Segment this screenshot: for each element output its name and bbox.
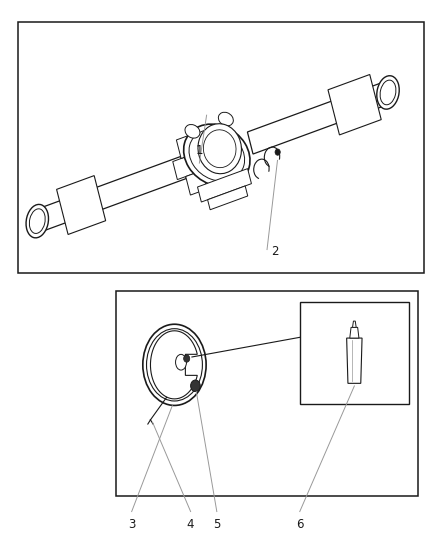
Ellipse shape	[380, 80, 396, 105]
Polygon shape	[63, 184, 100, 227]
Polygon shape	[328, 75, 381, 135]
Bar	[117, 292, 418, 496]
Text: 5: 5	[213, 518, 220, 531]
Bar	[300, 302, 409, 404]
Ellipse shape	[203, 130, 236, 168]
Text: 4: 4	[187, 518, 194, 531]
Ellipse shape	[143, 324, 206, 406]
Ellipse shape	[198, 124, 241, 174]
Circle shape	[184, 355, 190, 362]
Polygon shape	[208, 186, 248, 210]
Circle shape	[191, 380, 200, 392]
Ellipse shape	[29, 209, 45, 233]
Text: 3: 3	[128, 518, 135, 531]
Polygon shape	[353, 321, 356, 327]
Circle shape	[275, 149, 280, 155]
Ellipse shape	[184, 124, 250, 187]
Text: 1: 1	[196, 144, 203, 157]
Polygon shape	[350, 327, 359, 338]
Ellipse shape	[189, 130, 245, 181]
Ellipse shape	[147, 329, 202, 401]
Ellipse shape	[26, 204, 49, 238]
Polygon shape	[186, 171, 207, 195]
Polygon shape	[177, 134, 198, 158]
Ellipse shape	[377, 76, 399, 109]
Bar	[18, 22, 424, 273]
Polygon shape	[151, 331, 197, 399]
Text: 2: 2	[272, 245, 279, 259]
Ellipse shape	[185, 125, 200, 138]
Text: 6: 6	[296, 518, 304, 531]
Ellipse shape	[176, 354, 187, 370]
Ellipse shape	[219, 112, 233, 126]
Polygon shape	[35, 157, 186, 232]
Polygon shape	[57, 175, 106, 235]
Polygon shape	[346, 338, 362, 383]
Polygon shape	[173, 156, 194, 180]
Polygon shape	[247, 83, 387, 154]
Polygon shape	[198, 168, 251, 202]
